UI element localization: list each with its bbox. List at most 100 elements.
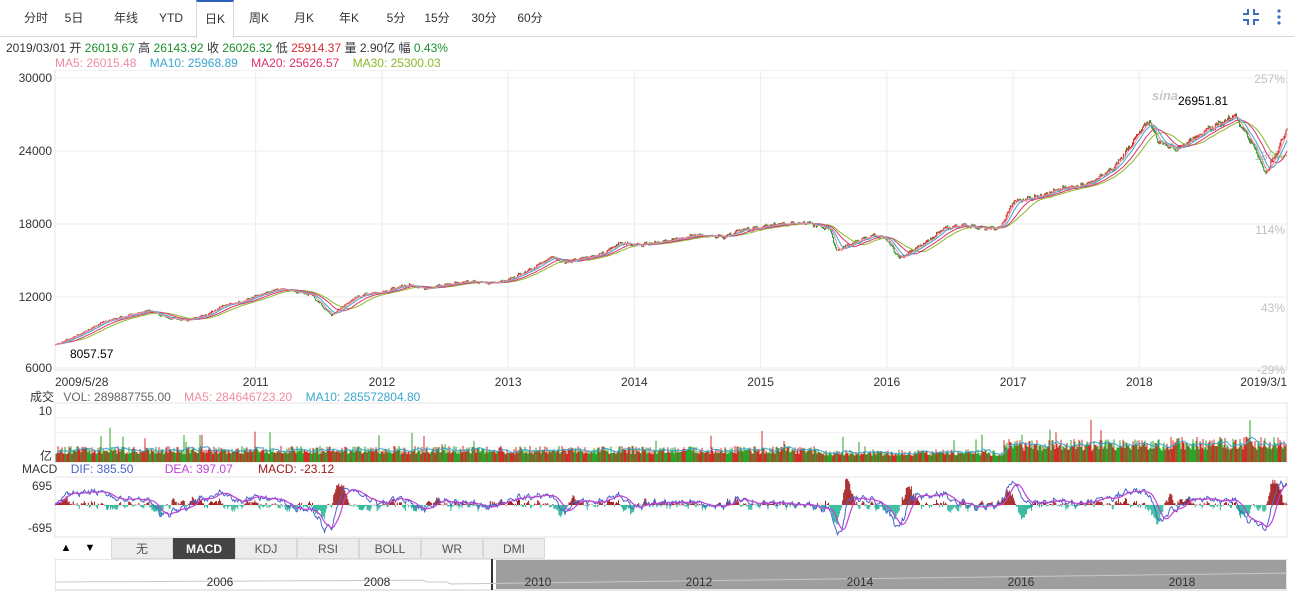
macd-frame — [54, 476, 1288, 538]
high-label: 高 — [138, 41, 151, 55]
period-tab-10[interactable]: 30分 — [471, 11, 497, 25]
plot-frame — [54, 70, 1288, 371]
navigator-year-label: 2016 — [1008, 575, 1035, 589]
right-tick-label: 114% — [1255, 223, 1285, 237]
y-tick-label: 18000 — [19, 217, 53, 231]
indicator-tab-0[interactable]: 无 — [111, 538, 173, 559]
right-tick-label: -29% — [1257, 363, 1285, 377]
indicator-tab-4[interactable]: BOLL — [359, 538, 421, 559]
ma-legend: MA5: 26015.48 MA10: 25968.89 MA20: 25626… — [55, 56, 441, 70]
max-price-annotation: 26951.81 — [1178, 94, 1228, 108]
indicator-tab-6[interactable]: DMI — [483, 538, 545, 559]
right-tick-label: 257% — [1254, 72, 1285, 86]
indicator-tab-2[interactable]: KDJ — [235, 538, 297, 559]
ma5-legend: MA5: 26015.48 — [55, 56, 137, 70]
navigator-curve — [55, 572, 1287, 585]
volume-y-unit: 亿 — [40, 448, 52, 463]
price-chart[interactable]: 300002400018000120006000257%186%114%43%-… — [0, 70, 1294, 390]
navigator-year-label: 2006 — [207, 575, 234, 589]
open-value: 26019.67 — [84, 41, 135, 55]
ma-line — [54, 121, 1288, 346]
scroll-down-icon[interactable]: ▼ — [84, 542, 96, 554]
period-tab-4[interactable]: 日K — [196, 0, 234, 38]
x-tick-label: 2015 — [747, 375, 774, 389]
more-menu-icon[interactable] — [1270, 8, 1288, 26]
ma-line — [54, 116, 1288, 346]
period-tab-11[interactable]: 60分 — [517, 11, 543, 25]
x-tick-label: 2016 — [874, 375, 901, 389]
navigator-year-label: 2010 — [525, 575, 552, 589]
low-label: 低 — [275, 41, 288, 55]
ma10-legend: MA10: 25968.89 — [149, 56, 238, 70]
period-tab-9[interactable]: 15分 — [424, 11, 450, 25]
sina-watermark: sina — [1152, 88, 1178, 103]
vol-ma5-legend: MA5: 284646723.20 — [184, 390, 293, 404]
x-tick-label: 2013 — [495, 375, 522, 389]
navigator-year-label: 2018 — [1169, 575, 1196, 589]
macd-chart[interactable]: 695 -695 — [0, 476, 1294, 538]
vol-legend: VOL: 289887755.00 — [63, 390, 171, 404]
x-tick-label: 2019/3/1 — [1240, 375, 1287, 389]
period-tab-3[interactable]: YTD — [159, 11, 183, 25]
period-tab-8[interactable]: 5分 — [386, 11, 406, 25]
dea-legend: DEA: 397.07 — [164, 462, 233, 476]
period-tab-2[interactable]: 年线 — [113, 11, 138, 25]
low-value: 25914.37 — [291, 41, 342, 55]
open-label: 开 — [69, 41, 82, 55]
amplitude-value: 0.43% — [413, 41, 448, 55]
x-tick-label: 2012 — [369, 375, 396, 389]
y-tick-label: 24000 — [19, 144, 53, 158]
volume-y-top: 10 — [39, 404, 53, 418]
volume-label: 量 — [344, 41, 357, 55]
x-tick-label: 2018 — [1126, 375, 1153, 389]
period-tab-1[interactable]: 5日 — [64, 11, 84, 25]
dif-line — [54, 480, 1288, 537]
y-tick-label: 30000 — [19, 71, 53, 85]
dea-line — [54, 483, 1288, 531]
volume-legend: 成交 VOL: 289887755.00 MA5: 284646723.20 M… — [30, 388, 420, 405]
macd-legend-label: MACD — [22, 462, 58, 476]
close-value: 26026.32 — [222, 41, 273, 55]
period-tab-0[interactable]: 分时 — [23, 11, 48, 25]
x-tick-label: 2011 — [243, 375, 269, 389]
high-value: 26143.92 — [153, 41, 204, 55]
close-label: 收 — [206, 41, 219, 55]
dif-legend: DIF: 385.50 — [70, 462, 134, 476]
min-price-annotation: 8057.57 — [70, 347, 114, 361]
vol-ma10-legend: MA10: 285572804.80 — [305, 390, 421, 404]
right-tick-label: 43% — [1261, 301, 1285, 315]
quote-info-line: 2019/03/01 开 26019.67 高 26143.92 收 26026… — [6, 39, 448, 56]
volume-ma-line — [56, 436, 1287, 456]
y-tick-label: 6000 — [25, 361, 52, 375]
navigator-year-label: 2012 — [686, 575, 713, 589]
time-navigator[interactable]: 2006 2008 2010 2012 2014 2016 2018 — [55, 559, 1287, 591]
ma-line — [54, 117, 1288, 346]
macd-y-top: 695 — [32, 479, 52, 493]
quote-date: 2019/03/01 — [6, 41, 67, 55]
y-tick-label: 12000 — [19, 290, 53, 304]
ma-line — [54, 119, 1288, 346]
ma30-legend: MA30: 25300.03 — [352, 56, 441, 70]
volume-value: 2.90亿 — [359, 41, 396, 55]
period-tab-5[interactable]: 周K — [248, 11, 269, 25]
volume-legend-label: 成交 — [30, 390, 55, 404]
indicator-tab-5[interactable]: WR — [421, 538, 483, 559]
macd-legend: MACD DIF: 385.50 DEA: 397.07 MACD: -23.1… — [22, 462, 334, 476]
volume-chart[interactable]: 10 亿 — [0, 402, 1294, 464]
indicator-tab-3[interactable]: RSI — [297, 538, 359, 559]
x-tick-label: 2017 — [1000, 375, 1027, 389]
period-tab-7[interactable]: 年K — [338, 11, 359, 25]
indicator-tab-1[interactable]: MACD — [173, 538, 235, 559]
navigator-year-label: 2014 — [847, 575, 874, 589]
macd-value-legend: MACD: -23.12 — [258, 462, 335, 476]
scroll-up-icon[interactable]: ▲ — [60, 542, 72, 554]
macd-y-bottom: -695 — [28, 521, 52, 535]
fullscreen-exit-icon[interactable] — [1242, 8, 1260, 26]
x-tick-label: 2009/5/28 — [55, 375, 109, 389]
ma20-legend: MA20: 25626.57 — [251, 56, 340, 70]
x-tick-label: 2014 — [621, 375, 648, 389]
navigator-year-label: 2008 — [364, 575, 391, 589]
period-tab-6[interactable]: 月K — [293, 11, 314, 25]
period-tab-bar — [0, 0, 1294, 37]
amplitude-label: 幅 — [398, 41, 411, 55]
